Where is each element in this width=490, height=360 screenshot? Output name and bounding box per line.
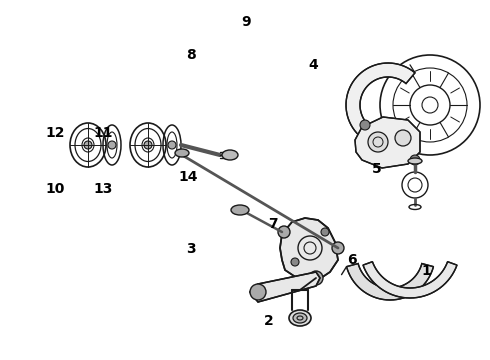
Text: 5: 5 — [371, 162, 381, 176]
Circle shape — [84, 141, 92, 149]
Circle shape — [395, 130, 411, 146]
Text: 9: 9 — [241, 15, 251, 29]
Polygon shape — [250, 272, 320, 302]
Circle shape — [309, 271, 323, 285]
Circle shape — [291, 258, 299, 266]
Circle shape — [410, 155, 420, 165]
Text: 10: 10 — [45, 182, 65, 196]
Text: 12: 12 — [45, 126, 65, 140]
Ellipse shape — [222, 150, 238, 160]
Text: 2: 2 — [264, 314, 273, 328]
Ellipse shape — [175, 149, 189, 157]
Circle shape — [321, 228, 329, 236]
Polygon shape — [280, 218, 338, 280]
Text: 7: 7 — [269, 217, 278, 231]
Circle shape — [360, 120, 370, 130]
Circle shape — [278, 226, 290, 238]
Text: 3: 3 — [186, 242, 196, 256]
Text: 4: 4 — [309, 58, 318, 72]
Polygon shape — [346, 63, 415, 147]
Polygon shape — [355, 117, 420, 168]
Text: 1: 1 — [421, 264, 431, 278]
Polygon shape — [363, 262, 457, 298]
Circle shape — [168, 141, 176, 149]
Text: 14: 14 — [179, 170, 198, 184]
Ellipse shape — [231, 205, 249, 215]
Circle shape — [144, 141, 152, 149]
Ellipse shape — [408, 158, 422, 164]
Circle shape — [332, 242, 344, 254]
Ellipse shape — [293, 313, 307, 323]
Circle shape — [108, 141, 116, 149]
Text: 13: 13 — [93, 182, 113, 196]
Text: 8: 8 — [186, 48, 196, 62]
Text: 6: 6 — [347, 253, 357, 267]
Circle shape — [250, 284, 266, 300]
Circle shape — [368, 132, 388, 152]
Polygon shape — [346, 264, 434, 300]
Text: 11: 11 — [93, 126, 113, 140]
Ellipse shape — [289, 310, 311, 326]
